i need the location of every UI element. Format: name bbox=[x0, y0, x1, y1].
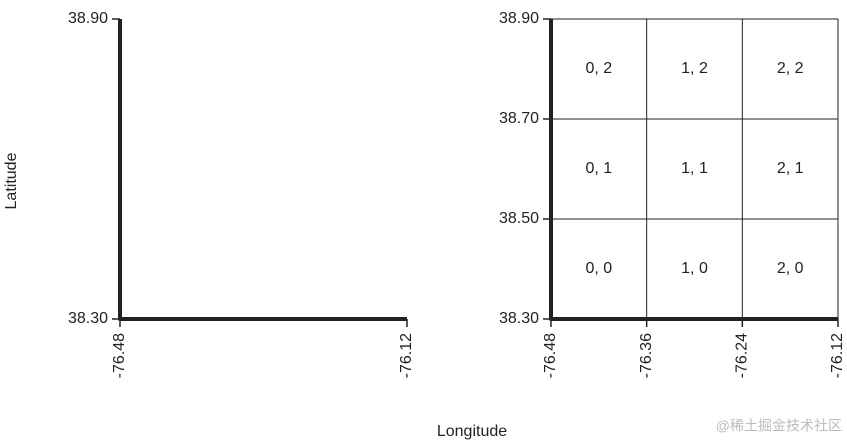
y-tick-label: 38.30 bbox=[499, 310, 539, 327]
cell-label: 0, 2 bbox=[585, 60, 612, 77]
x-tick-label: -76.48 bbox=[542, 333, 559, 378]
cell-label: 2, 0 bbox=[777, 260, 804, 277]
watermark: @稀土掘金技术社区 bbox=[716, 418, 842, 434]
y-tick-label: 38.90 bbox=[499, 10, 539, 27]
x-tick-label: -76.24 bbox=[734, 333, 751, 378]
x-tick-label: -76.12 bbox=[829, 333, 846, 378]
y-axis-label: Latitude bbox=[3, 152, 20, 209]
cell-label: 1, 2 bbox=[681, 60, 708, 77]
y-tick-label: 38.50 bbox=[499, 210, 539, 227]
cell-label: 2, 2 bbox=[777, 60, 804, 77]
cell-label: 0, 1 bbox=[585, 160, 612, 177]
x-tick-label: -76.12 bbox=[398, 333, 415, 378]
x-tick-label: -76.36 bbox=[638, 333, 655, 378]
y-tick-label: 38.70 bbox=[499, 110, 539, 127]
x-axis-label: Longitude bbox=[437, 423, 507, 440]
y-tick-label: 38.90 bbox=[68, 10, 108, 27]
cell-label: 1, 1 bbox=[681, 160, 708, 177]
cell-label: 1, 0 bbox=[681, 260, 708, 277]
x-tick-label: -76.48 bbox=[111, 333, 128, 378]
cell-label: 0, 0 bbox=[585, 260, 612, 277]
cell-label: 2, 1 bbox=[777, 160, 804, 177]
y-tick-label: 38.30 bbox=[68, 310, 108, 327]
